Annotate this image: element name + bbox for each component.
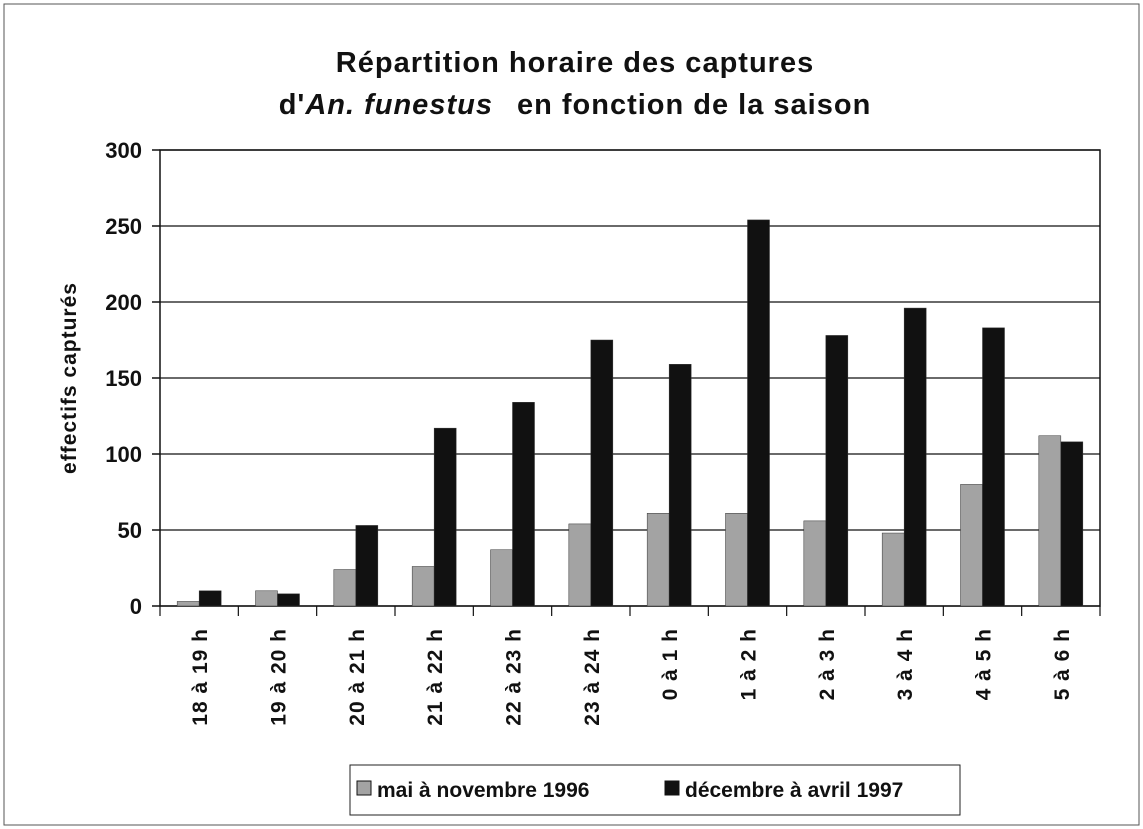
bar	[646, 513, 670, 607]
bar	[1038, 435, 1062, 607]
legend-swatch	[356, 780, 372, 796]
bar	[333, 569, 357, 607]
x-tick-label: 5 à 6 h	[1051, 628, 1074, 700]
bar	[255, 590, 278, 607]
x-tick-label: 2 à 3 h	[816, 628, 839, 700]
bar	[411, 566, 435, 607]
x-tick-label: 1 à 2 h	[738, 628, 761, 700]
bar	[903, 307, 927, 607]
bar	[960, 484, 983, 607]
legend-label: mai à novembre 1996	[377, 779, 589, 802]
x-tick-label: 23 à 24 h	[581, 628, 604, 726]
x-tick-label: 3 à 4 h	[894, 628, 917, 700]
bar	[355, 525, 379, 607]
y-tick-label: 100	[105, 442, 142, 467]
y-tick-label: 300	[105, 138, 142, 163]
chart-title: d'An. funestus en fonction de la saison	[279, 89, 872, 121]
bar	[725, 513, 748, 607]
x-tick-label: 19 à 20 h	[268, 628, 291, 726]
y-tick-label: 0	[130, 594, 142, 619]
legend-swatch	[664, 780, 680, 796]
x-tick-label: 20 à 21 h	[346, 628, 369, 726]
bar	[803, 520, 827, 607]
x-tick-label: 18 à 19 h	[189, 628, 212, 726]
y-tick-label: 200	[105, 290, 142, 315]
bar	[198, 590, 222, 607]
title-part: en fonction de la saison	[517, 89, 871, 121]
bar	[590, 339, 614, 607]
frame	[3, 3, 1140, 826]
chart-title: Répartition horaire des captures	[336, 47, 814, 79]
bar	[1060, 441, 1084, 607]
title-part: d'	[279, 89, 306, 121]
y-tick-label: 150	[105, 366, 142, 391]
y-tick-label: 250	[105, 214, 142, 239]
title-part: An. funestus	[304, 89, 493, 121]
y-axis-label: effectifs capturés	[58, 282, 81, 474]
x-tick-label: 22 à 23 h	[503, 628, 526, 726]
legend-label: décembre à avril 1997	[685, 779, 903, 802]
bar	[881, 532, 905, 607]
bar	[433, 427, 457, 607]
bar	[176, 601, 200, 607]
bar	[825, 335, 849, 607]
bar	[668, 364, 692, 607]
x-tick-label: 4 à 5 h	[973, 628, 996, 700]
x-tick-label: 21 à 22 h	[424, 628, 447, 726]
x-tick-label: 0 à 1 h	[659, 628, 682, 700]
bar	[568, 523, 592, 607]
bar	[490, 549, 513, 607]
bar	[747, 219, 770, 607]
legend-box	[349, 764, 961, 816]
bar	[277, 593, 300, 607]
y-tick-label: 50	[118, 518, 142, 543]
bar	[512, 402, 535, 607]
bar	[982, 327, 1005, 607]
